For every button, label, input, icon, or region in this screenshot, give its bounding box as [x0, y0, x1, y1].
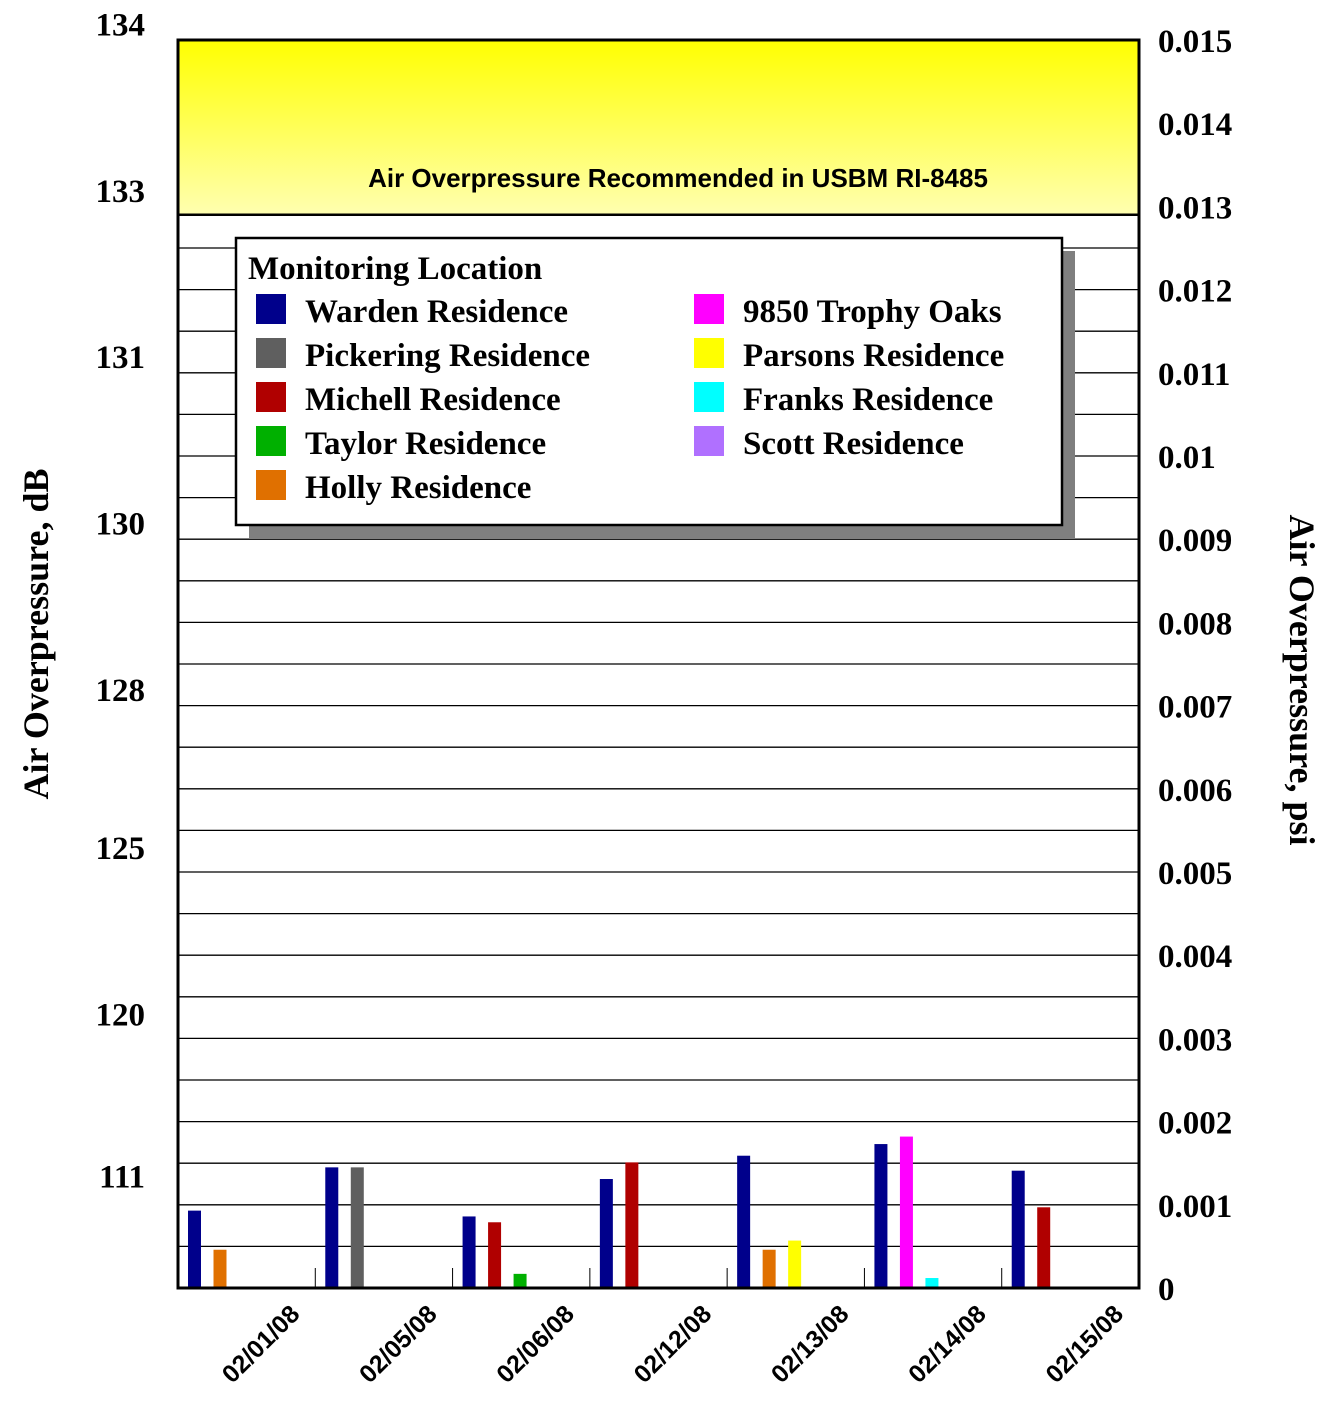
bar-michell-residence-02-15-08: [1037, 1207, 1051, 1288]
legend-label: Holly Residence: [305, 470, 531, 506]
bar-warden-residence-02-13-08: [737, 1155, 751, 1288]
legend-swatch: [256, 382, 286, 412]
y2-tick-label: 0.004: [1158, 939, 1232, 975]
x-tick-label: 02/14/08: [903, 1300, 992, 1389]
legend-swatch: [694, 338, 724, 368]
bar-holly-residence-02-01-08: [213, 1249, 227, 1288]
bar-warden-residence-02-01-08: [188, 1210, 201, 1288]
legend-swatch: [256, 294, 286, 324]
legend-swatch: [256, 470, 286, 500]
legend-label: Warden Residence: [305, 294, 568, 330]
bar-holly-residence-02-13-08: [762, 1249, 776, 1288]
y-tick-label: 134: [96, 7, 146, 43]
y-tick-label: 125: [96, 831, 146, 867]
y2-tick-label: 0.015: [1158, 24, 1232, 60]
x-tick-label: 02/13/08: [766, 1300, 855, 1389]
legend-swatch: [694, 294, 724, 324]
y-tick-label: 111: [99, 1160, 145, 1196]
y2-tick-label: 0.009: [1158, 523, 1232, 559]
x-tick-label: 02/15/08: [1040, 1300, 1129, 1389]
y-tick-label: 131: [96, 340, 146, 376]
legend-swatch: [694, 426, 724, 456]
bar-franks-residence-02-14-08: [925, 1278, 939, 1288]
y-tick-label: 128: [96, 673, 146, 709]
legend-label: Taylor Residence: [305, 426, 546, 462]
bar-warden-residence-02-12-08: [599, 1179, 613, 1288]
bar-warden-residence-02-05-08: [325, 1167, 339, 1288]
y2-tick-label: 0.01: [1158, 440, 1216, 476]
x-tick-label: 02/05/08: [354, 1300, 443, 1389]
legend-swatch: [256, 426, 286, 456]
y-axis-title: Air Overpressure, dB: [16, 469, 56, 800]
plot-frame: [176, 38, 1141, 1290]
x-tick-label: 02/12/08: [629, 1300, 718, 1389]
y-tick-label: 120: [96, 997, 146, 1033]
legend-label: 9850 Trophy Oaks: [743, 294, 1002, 330]
bar-michell-residence-02-06-08: [488, 1222, 502, 1288]
legend-label: Franks Residence: [743, 382, 993, 418]
y2-tick-label: 0.002: [1158, 1106, 1232, 1142]
y2-tick-label: 0.006: [1158, 773, 1232, 809]
y2-tick-label: 0.014: [1158, 107, 1232, 143]
x-tick-label: 02/01/08: [217, 1300, 306, 1389]
y2-tick-label: 0.012: [1158, 274, 1232, 310]
y2-tick-label: 0.008: [1158, 606, 1232, 642]
y2-tick-label: 0.007: [1158, 690, 1232, 726]
y2-tick-label: 0.013: [1158, 190, 1232, 226]
legend-box: [234, 236, 1064, 527]
bar-michell-residence-02-12-08: [625, 1162, 639, 1288]
bar-parsons-residence-02-13-08: [788, 1240, 802, 1288]
legend-label: Pickering Residence: [305, 338, 590, 374]
x-tick-label: 02/06/08: [491, 1300, 580, 1389]
y2-tick-label: 0.005: [1158, 856, 1232, 892]
y2-axis-title: Air Overpressure, psi: [1282, 515, 1322, 846]
y2-tick-label: 0.011: [1158, 357, 1230, 393]
threshold-band: [178, 40, 1139, 215]
bar-9850-trophy-oaks-02-14-08: [899, 1136, 913, 1288]
bar-pickering-residence-02-05-08: [350, 1167, 364, 1288]
legend-swatch: [256, 338, 286, 368]
legend-label: Scott Residence: [743, 426, 964, 462]
bar-warden-residence-02-14-08: [874, 1144, 888, 1288]
y-tick-label: 133: [96, 174, 146, 210]
y2-tick-label: 0.003: [1158, 1022, 1232, 1058]
legend-label: Parsons Residence: [743, 338, 1004, 374]
legend-label: Michell Residence: [305, 382, 561, 418]
threshold-label: Air Overpressure Recommended in USBM RI-…: [368, 163, 988, 193]
y2-tick-label: 0.001: [1158, 1189, 1232, 1225]
legend-title: Monitoring Location: [248, 251, 542, 287]
bar-warden-residence-02-15-08: [1011, 1170, 1025, 1288]
legend-swatch: [694, 382, 724, 412]
y2-tick-label: 0: [1158, 1272, 1175, 1308]
bar-warden-residence-02-06-08: [462, 1216, 476, 1288]
bar-taylor-residence-02-06-08: [513, 1273, 527, 1288]
y-tick-label: 130: [96, 507, 146, 543]
